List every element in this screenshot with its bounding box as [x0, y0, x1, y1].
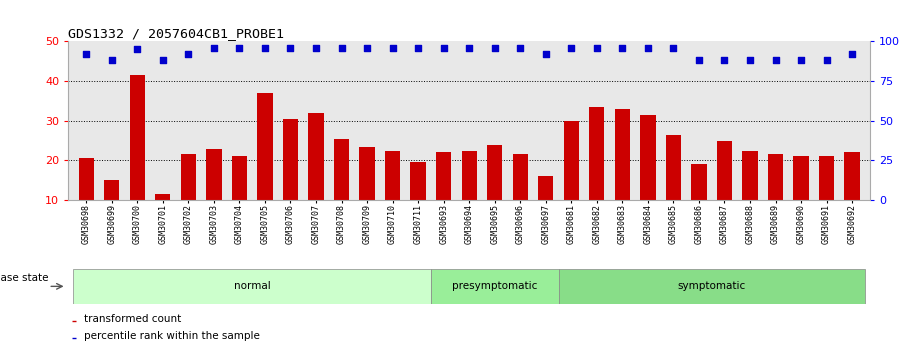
Bar	[717, 141, 732, 240]
Bar	[768, 155, 783, 240]
Bar	[180, 155, 196, 240]
Bar	[819, 156, 834, 240]
Text: GDS1332 / 2057604CB1_PROBE1: GDS1332 / 2057604CB1_PROBE1	[68, 27, 284, 40]
Point	[844, 51, 859, 57]
Point	[615, 45, 630, 50]
Bar	[615, 109, 630, 240]
Point	[232, 45, 247, 50]
Bar	[513, 155, 527, 240]
Point	[334, 45, 349, 50]
Point	[283, 45, 298, 50]
Bar	[333, 139, 349, 240]
Point	[156, 58, 170, 63]
Point	[79, 51, 94, 57]
Text: transformed count: transformed count	[84, 314, 181, 324]
Point	[411, 45, 425, 50]
Bar	[74, 269, 431, 304]
Bar	[487, 145, 502, 240]
Bar	[72, 321, 76, 322]
Point	[309, 45, 323, 50]
Point	[360, 45, 374, 50]
Bar	[206, 148, 221, 240]
Bar	[558, 269, 865, 304]
Bar	[155, 194, 170, 240]
Point	[666, 45, 681, 50]
Bar	[282, 119, 298, 240]
Point	[793, 58, 808, 63]
Point	[385, 45, 400, 50]
Bar	[436, 152, 451, 240]
Bar	[231, 156, 247, 240]
Point	[640, 45, 655, 50]
Point	[717, 58, 732, 63]
Point	[768, 58, 783, 63]
Point	[564, 45, 578, 50]
Point	[181, 51, 196, 57]
Point	[487, 45, 502, 50]
Bar	[78, 158, 94, 240]
Point	[105, 58, 119, 63]
Bar	[589, 107, 605, 240]
Bar	[72, 337, 76, 338]
Bar	[129, 75, 145, 240]
Point	[589, 45, 604, 50]
Bar	[691, 164, 707, 240]
Point	[258, 45, 272, 50]
Point	[462, 45, 476, 50]
Bar	[431, 269, 558, 304]
Bar	[793, 156, 809, 240]
Bar	[742, 150, 758, 240]
Point	[513, 45, 527, 50]
Point	[742, 58, 757, 63]
Bar	[564, 121, 579, 240]
Text: symptomatic: symptomatic	[678, 282, 746, 291]
Bar	[359, 147, 374, 240]
Bar	[385, 150, 400, 240]
Point	[538, 51, 553, 57]
Point	[436, 45, 451, 50]
Text: disease state: disease state	[0, 273, 48, 283]
Bar	[538, 176, 553, 240]
Text: presymptomatic: presymptomatic	[452, 282, 537, 291]
Text: normal: normal	[234, 282, 271, 291]
Bar	[844, 152, 860, 240]
Bar	[257, 93, 272, 240]
Text: percentile rank within the sample: percentile rank within the sample	[84, 331, 260, 341]
Point	[130, 47, 145, 52]
Bar	[411, 162, 425, 240]
Point	[691, 58, 706, 63]
Bar	[104, 180, 119, 240]
Point	[207, 45, 221, 50]
Bar	[640, 115, 656, 240]
Bar	[308, 113, 323, 240]
Bar	[462, 150, 476, 240]
Bar	[666, 135, 681, 240]
Point	[819, 58, 834, 63]
